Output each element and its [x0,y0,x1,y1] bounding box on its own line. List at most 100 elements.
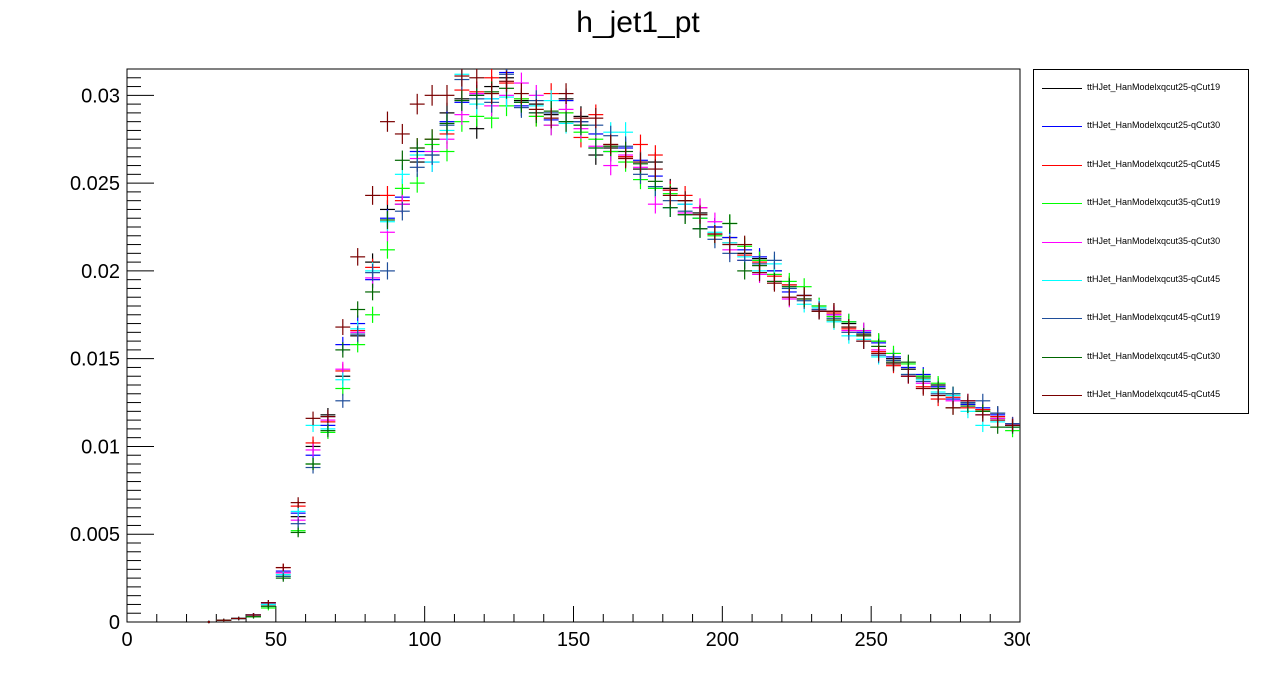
series-6 [207,69,1020,624]
data-point [796,287,812,304]
y-tick-label: 0.01 [81,436,120,458]
series-4 [207,88,1020,624]
legend-line-swatch [1042,395,1082,397]
chart-title: h_jet1_pt [576,6,700,39]
data-point [216,618,232,622]
legend-entry: ttHJet_HanModelxqcut45-qCut19 [1034,309,1250,329]
legend-entry: ttHJet_HanModelxqcut25-qCut19 [1034,79,1250,99]
plot-area: 0 0.005 0.01 0.015 0.02 0.025 0.03 0 50 … [70,68,1030,651]
data-point [469,69,485,89]
x-tick-label: 150 [557,629,590,651]
data-point [380,111,395,132]
data-point [380,210,395,230]
data-point [558,111,574,132]
plot-frame [126,68,1021,623]
data-point [454,69,470,87]
data-point [484,83,500,104]
data-series [207,69,1020,624]
data-point [365,283,381,301]
data-point [856,333,872,349]
data-point [394,201,410,221]
data-point [960,393,976,408]
data-point [647,159,663,179]
data-point [752,264,767,282]
y-tick-label: 0 [109,612,120,634]
data-point [305,457,321,471]
data-point [439,113,455,134]
data-point [394,150,410,171]
series-3 [207,69,1020,624]
data-point [915,381,931,396]
data-point [975,408,991,422]
x-tick-label: 50 [265,629,287,651]
legend-line-swatch [1042,164,1082,166]
data-point [454,90,470,111]
data-point [231,616,247,621]
legend-line-swatch [1042,126,1082,128]
data-point [633,134,648,155]
data-point [722,235,738,254]
data-point [618,148,634,169]
data-point [945,386,961,401]
data-point [365,185,381,205]
legend-entry: ttHJet_HanModelxqcut25-qCut45 [1034,156,1250,176]
series-1 [207,69,1020,624]
legend-line-swatch [1042,88,1082,89]
data-point [662,185,678,205]
data-point [930,388,946,403]
data-point [424,84,440,106]
data-point [380,185,395,205]
data-point [841,319,857,336]
legend-line-swatch [1042,280,1082,281]
y-tick-label: 0.015 [70,349,120,371]
data-point [1005,418,1020,433]
series-7 [207,69,1020,624]
legend-line-swatch [1042,318,1082,320]
data-point [811,303,827,320]
legend-entry: ttHJet_HanModelxqcut35-qCut45 [1034,271,1250,291]
data-point [588,108,604,129]
data-point [588,138,604,158]
data-point [826,303,842,320]
data-point [246,613,261,617]
series-5 [207,72,1020,624]
data-point [707,225,723,244]
data-point [871,345,887,362]
data-point [350,301,366,318]
data-point [290,527,306,538]
data-point [335,342,351,358]
data-point [573,108,589,129]
legend-label: ttHJet_HanModelxqcut35-qCut30 [1087,235,1221,246]
series-9 [207,69,1020,624]
data-point [350,326,366,342]
data-point [469,84,485,106]
data-point [513,83,529,104]
legend-label: ttHJet_HanModelxqcut25-qCut45 [1087,158,1221,169]
data-point [945,400,961,415]
data-point [633,152,648,172]
y-tick-label: 0.005 [70,524,120,546]
data-point [692,205,708,224]
data-point [290,518,306,529]
y-axis-tick-labels: 0 0.005 0.01 0.015 0.02 0.025 0.03 [70,85,120,634]
data-point [365,264,381,282]
data-point [207,620,211,624]
legend-label: ttHJet_HanModelxqcut35-qCut19 [1087,197,1221,208]
data-point [290,497,306,509]
data-point [603,134,619,155]
data-point [320,424,336,438]
legend-label: ttHJet_HanModelxqcut25-qCut30 [1087,120,1221,131]
data-point [365,306,381,323]
legend-entry: ttHJet_HanModelxqcut45-qCut30 [1034,348,1250,368]
x-tick-label: 200 [706,629,739,651]
data-point [528,99,544,120]
data-point [766,274,782,292]
legend-line-swatch [1042,203,1082,205]
data-point [781,288,797,306]
y-tick-label: 0.03 [81,85,120,107]
legend-label: ttHJet_HanModelxqcut35-qCut45 [1087,274,1221,284]
data-point [558,83,574,104]
data-point [424,129,440,150]
x-axis-tick-labels: 0 50 100 150 200 250 300 [121,629,1030,651]
data-point [305,411,321,426]
